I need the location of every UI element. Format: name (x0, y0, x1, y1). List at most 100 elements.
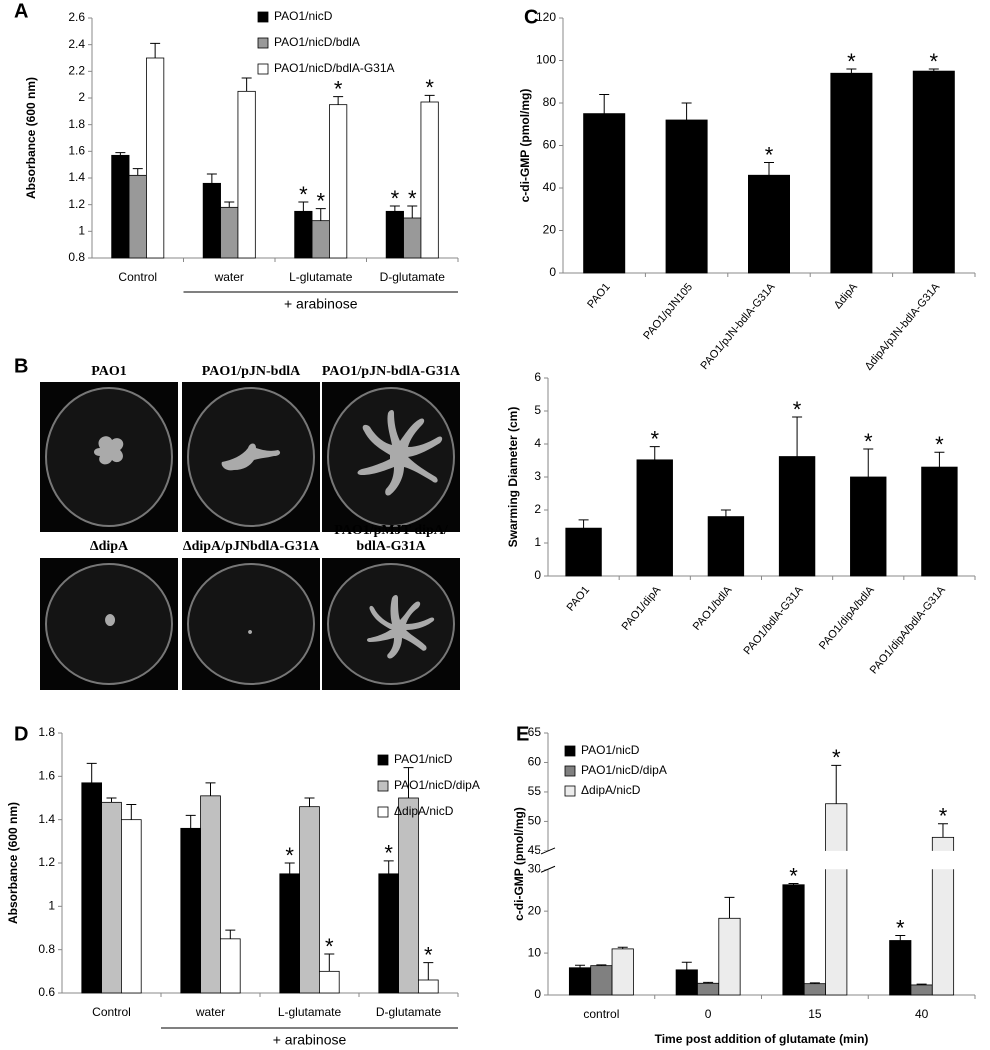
colony (94, 436, 124, 465)
x-tick-label: ΔdipA (832, 281, 860, 312)
y-tick-label: 0.8 (68, 250, 85, 264)
y-tick-label: 1.2 (68, 197, 85, 211)
bar (237, 90, 256, 259)
bar (81, 782, 103, 994)
petri-dish (187, 563, 315, 685)
error-bar (403, 767, 414, 798)
y-tick-label: 2 (534, 502, 541, 516)
bar (128, 174, 147, 259)
bar (219, 938, 241, 994)
x-tick-label: L-glutamate (289, 270, 353, 284)
y-tick-label: 1.4 (38, 812, 55, 826)
break-mark (540, 847, 556, 873)
legend-label: PAO1/nicD/bdlA-G31A (274, 61, 395, 75)
photo-caption: ΔdipA (90, 539, 129, 554)
significance-mark: * (299, 182, 308, 207)
bar (121, 819, 142, 994)
y-tick-label: 2 (78, 90, 85, 104)
y-tick-label: 10 (528, 945, 542, 959)
bar (718, 917, 741, 996)
y-tick-label: 0 (534, 987, 541, 1001)
y-tick-label: 5 (534, 403, 541, 417)
y-tick-label: 60 (543, 138, 557, 152)
significance-mark: * (650, 426, 659, 451)
error-bar (764, 162, 774, 176)
colony (248, 630, 253, 634)
error-bar (703, 981, 714, 984)
legend-swatch (564, 745, 576, 757)
legend-swatch (257, 37, 269, 49)
error-bar (720, 509, 731, 517)
group-label: + arabinose (284, 296, 358, 312)
colony (221, 443, 281, 471)
error-bar (298, 201, 309, 212)
y-tick-label: 1.4 (68, 170, 85, 184)
x-tick-label: PAO1/pJN-bdlA-G31A (699, 281, 778, 372)
significance-mark: * (832, 745, 841, 770)
error-bar (126, 804, 137, 820)
photo-caption: PAO1 (91, 364, 127, 379)
error-bar (681, 961, 692, 970)
panel-letter: D (14, 723, 28, 745)
error-bar (831, 764, 842, 804)
error-bar (86, 762, 97, 783)
bar (748, 174, 791, 274)
error-bar (617, 946, 628, 949)
bar (378, 873, 399, 994)
bar (111, 154, 130, 259)
significance-mark: * (425, 75, 434, 100)
bar (921, 466, 958, 577)
y-tick-label: 1.6 (38, 769, 55, 783)
bar (398, 797, 419, 994)
error-bar (792, 416, 803, 457)
y-tick-label: 20 (528, 903, 542, 917)
significance-mark: * (316, 188, 325, 213)
x-tick-label: water (195, 1005, 225, 1019)
bar (830, 72, 873, 274)
y-axis-label: c-di-GMP (pmol/mg) (518, 89, 532, 203)
panel-letter: A (14, 0, 28, 22)
legend-label: PAO1/nicD (581, 743, 640, 757)
bar (202, 182, 221, 259)
x-tick-label: Control (92, 1005, 131, 1019)
y-tick-label: 0 (549, 265, 556, 279)
bar (665, 119, 708, 274)
error-bar (224, 201, 235, 208)
y-tick-label: 0 (534, 568, 541, 582)
bar (420, 101, 439, 259)
x-tick-label: Control (118, 270, 157, 284)
photo-caption: ΔdipA/pJNbdlA-G31A (183, 539, 320, 554)
error-bar (115, 152, 126, 156)
error-bar (333, 96, 344, 105)
bar (590, 965, 613, 996)
error-bar (928, 68, 939, 72)
legend-label: PAO1/nicD/dipA (394, 778, 480, 792)
bar (385, 210, 404, 259)
legend-label: PAO1/nicD (394, 752, 453, 766)
error-bar (895, 934, 906, 941)
y-tick-label: 120 (536, 10, 556, 24)
error-bar (225, 929, 236, 939)
significance-mark: * (896, 915, 905, 940)
bar (318, 970, 340, 994)
y-tick-label: 2.2 (68, 64, 85, 78)
significance-mark: * (408, 186, 417, 211)
bar (565, 527, 602, 577)
x-tick-label: PAO1/bdlA (691, 584, 735, 633)
significance-mark: * (939, 804, 948, 829)
significance-mark: * (325, 934, 334, 959)
x-tick-label: D-glutamate (376, 1005, 442, 1019)
legend-swatch (564, 765, 576, 777)
photo-caption: bdlA-G31A (356, 539, 426, 554)
error-bar (423, 962, 434, 980)
bar (200, 795, 221, 994)
legend-label: PAO1/nicD/bdlA (274, 35, 360, 49)
significance-mark: * (384, 841, 393, 866)
x-tick-label: control (583, 1007, 619, 1021)
error-bar (596, 964, 607, 966)
bar (782, 884, 805, 996)
bar (403, 217, 422, 259)
colony (357, 410, 443, 496)
panel-letter: B (14, 355, 28, 377)
y-tick-label: 1.8 (68, 117, 85, 131)
